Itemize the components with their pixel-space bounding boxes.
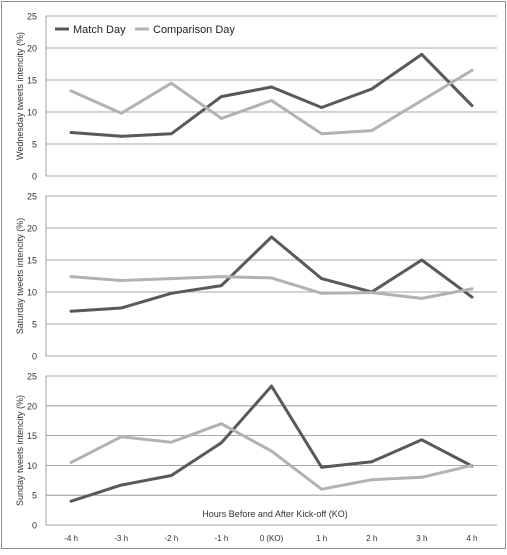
data-point-comparison-day xyxy=(169,440,173,444)
data-point-match-day xyxy=(470,104,474,107)
data-point-match-day xyxy=(169,132,173,136)
data-point-match-day xyxy=(119,483,123,487)
data-point-comparison-day xyxy=(320,291,324,295)
data-point-comparison-day xyxy=(119,111,123,115)
y-tick-label: 20 xyxy=(27,224,37,234)
data-point-comparison-day xyxy=(370,478,374,482)
y-tick-label: 0 xyxy=(32,172,37,182)
data-point-comparison-day xyxy=(219,422,223,426)
x-tick-label: 4 h xyxy=(466,534,477,543)
y-tick-label: 20 xyxy=(27,401,37,411)
data-point-match-day xyxy=(169,291,173,295)
data-point-comparison-day xyxy=(420,475,424,479)
y-tick-label: 5 xyxy=(32,491,37,501)
data-point-match-day xyxy=(420,53,424,56)
data-point-comparison-day xyxy=(69,89,73,93)
data-point-match-day xyxy=(320,106,324,109)
data-point-comparison-day xyxy=(119,279,123,282)
y-tick-label: 0 xyxy=(32,521,37,531)
y-tick-label: 0 xyxy=(32,352,37,362)
x-tick-label: -2 h xyxy=(164,534,178,543)
data-point-match-day xyxy=(219,284,223,287)
data-point-match-day xyxy=(119,306,123,310)
data-point-comparison-day xyxy=(69,461,73,464)
data-point-match-day xyxy=(69,499,73,503)
data-point-match-day xyxy=(169,474,173,477)
y-tick-label: 15 xyxy=(27,76,37,86)
data-point-match-day xyxy=(69,309,73,313)
legend-entry: Match Day xyxy=(73,24,126,36)
data-point-match-day xyxy=(219,441,223,445)
data-point-match-day xyxy=(270,235,273,239)
data-point-comparison-day xyxy=(470,287,474,291)
data-point-comparison-day xyxy=(470,464,474,467)
y-tick-label: 25 xyxy=(27,12,37,22)
data-point-match-day xyxy=(420,438,424,442)
data-point-comparison-day xyxy=(169,277,173,280)
data-point-comparison-day xyxy=(270,99,273,102)
y-axis-label: Sunday tweets intencity (%) xyxy=(15,395,25,506)
x-tick-label: -3 h xyxy=(114,534,128,543)
data-point-comparison-day xyxy=(320,132,324,136)
data-point-comparison-day xyxy=(270,449,273,453)
y-tick-label: 5 xyxy=(32,320,37,330)
data-point-match-day xyxy=(370,87,374,91)
data-point-match-day xyxy=(119,134,123,138)
data-point-match-day xyxy=(420,258,424,262)
data-point-comparison-day xyxy=(69,275,73,279)
data-point-match-day xyxy=(320,465,324,469)
data-point-comparison-day xyxy=(320,487,324,491)
data-point-comparison-day xyxy=(169,81,173,85)
y-tick-label: 25 xyxy=(27,372,37,382)
data-point-match-day xyxy=(270,384,273,388)
data-point-comparison-day xyxy=(270,276,273,280)
data-point-comparison-day xyxy=(420,99,424,102)
x-tick-label: 3 h xyxy=(416,534,427,543)
y-tick-label: 15 xyxy=(27,256,37,266)
data-point-comparison-day xyxy=(420,297,424,300)
data-point-comparison-day xyxy=(370,291,374,295)
x-tick-label: -4 h xyxy=(64,534,78,543)
y-tick-label: 5 xyxy=(32,140,37,150)
y-tick-label: 10 xyxy=(27,108,37,118)
x-tick-label: 0 (KO) xyxy=(260,534,284,543)
x-tick-label: -1 h xyxy=(214,534,228,543)
y-axis-label: Wednesday tweets intencity (%) xyxy=(15,32,25,160)
y-tick-label: 10 xyxy=(27,461,37,471)
y-tick-label: 15 xyxy=(27,431,37,441)
data-point-comparison-day xyxy=(219,275,223,279)
legend-entry: Comparison Day xyxy=(153,24,235,36)
x-axis-label: Hours Before and After Kick-off (KO) xyxy=(202,509,347,519)
x-tick-label: 1 h xyxy=(316,534,327,543)
data-point-comparison-day xyxy=(470,69,474,72)
y-axis-label: Saturday tweets intencity (%) xyxy=(15,218,25,335)
data-point-match-day xyxy=(470,295,474,299)
data-point-comparison-day xyxy=(219,117,223,120)
data-point-match-day xyxy=(370,460,374,464)
data-point-match-day xyxy=(270,85,273,89)
y-tick-label: 25 xyxy=(27,192,37,202)
data-point-match-day xyxy=(69,131,73,134)
data-point-match-day xyxy=(219,95,223,99)
y-tick-label: 10 xyxy=(27,288,37,298)
x-tick-label: 2 h xyxy=(366,534,377,543)
data-point-comparison-day xyxy=(119,435,123,439)
data-point-match-day xyxy=(320,277,324,280)
data-point-comparison-day xyxy=(370,129,374,132)
y-tick-label: 20 xyxy=(27,44,37,54)
